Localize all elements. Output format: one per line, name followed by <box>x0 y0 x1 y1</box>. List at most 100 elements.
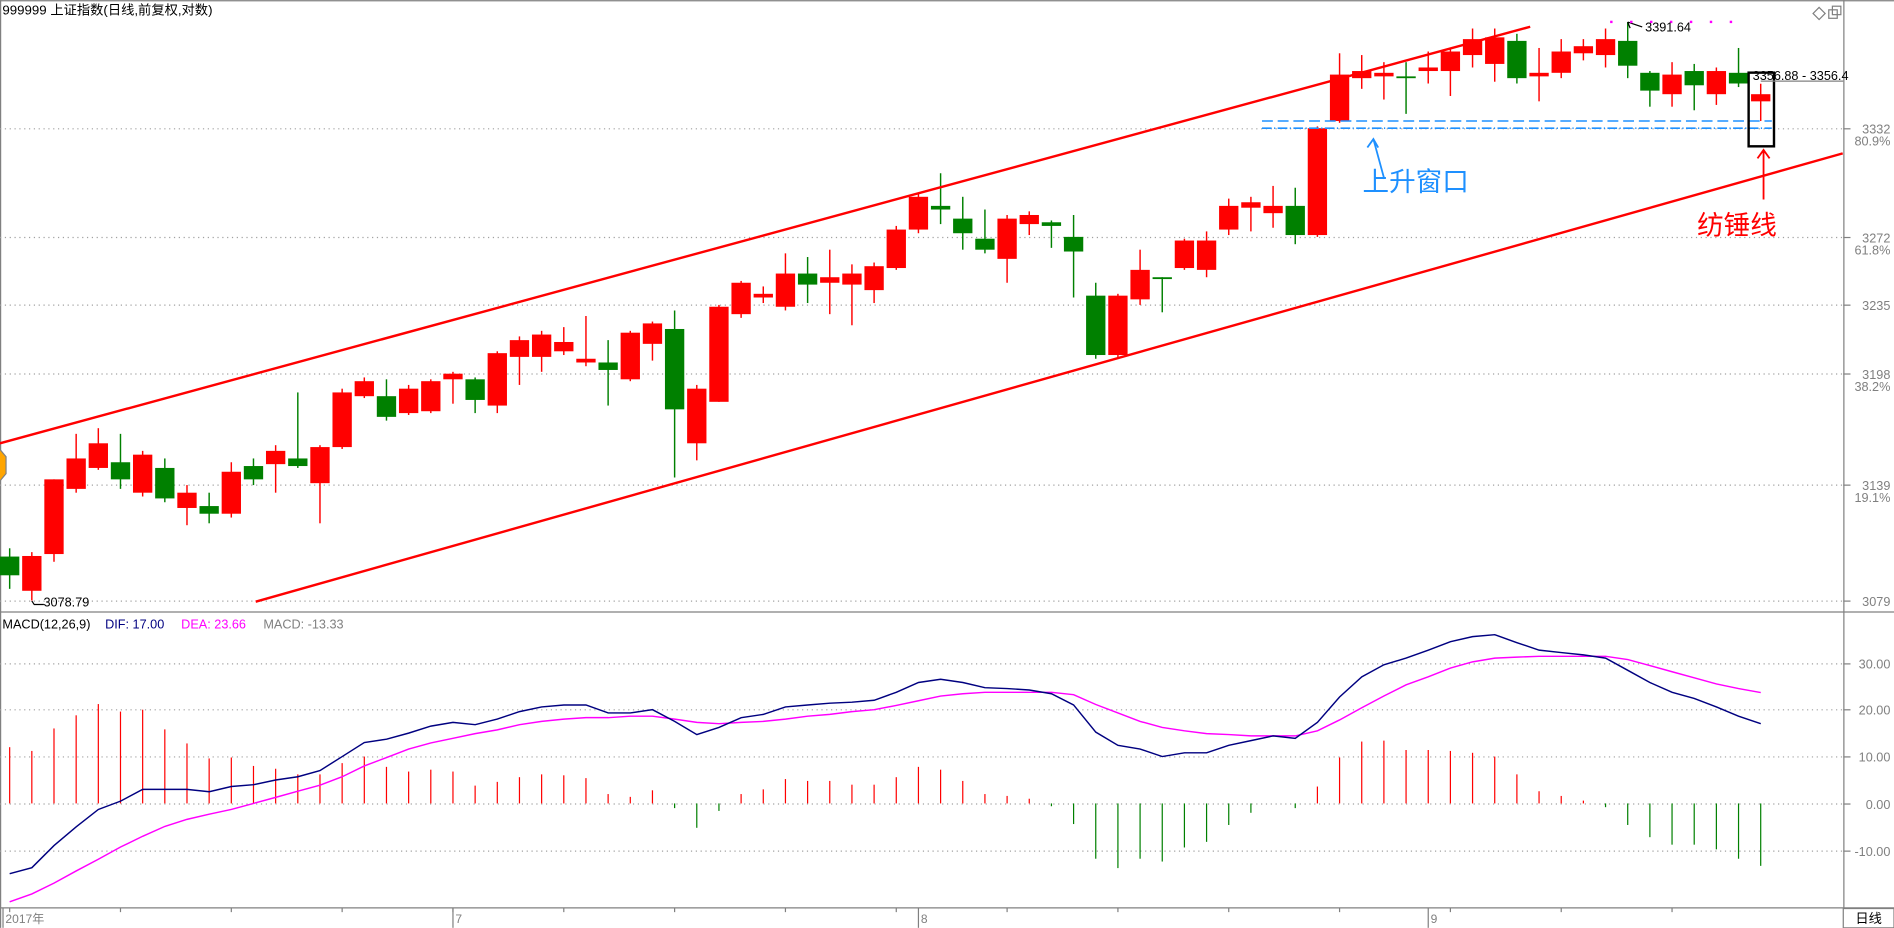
candle[interactable] <box>531 330 552 372</box>
candle[interactable] <box>487 351 507 414</box>
candle[interactable] <box>1507 33 1527 84</box>
candle[interactable] <box>975 209 995 254</box>
fib-percent-label: 61.8% <box>1854 243 1890 257</box>
candle-body <box>642 323 663 344</box>
candle[interactable] <box>398 384 419 415</box>
candle[interactable] <box>22 552 42 601</box>
candle[interactable] <box>288 392 308 468</box>
candle[interactable] <box>598 340 618 406</box>
candle-body <box>177 492 197 508</box>
diamond-icon[interactable] <box>1812 6 1827 21</box>
candle[interactable] <box>1684 63 1704 111</box>
price-tick-label: 3198 <box>1862 368 1890 382</box>
candle[interactable] <box>1706 67 1727 105</box>
candle-body <box>509 340 530 357</box>
candle[interactable] <box>1440 47 1461 96</box>
candle[interactable] <box>1196 231 1217 278</box>
candle[interactable] <box>332 388 352 449</box>
candle[interactable] <box>421 379 441 414</box>
candle[interactable] <box>265 445 286 493</box>
candle[interactable] <box>1219 198 1239 236</box>
candle-body <box>88 443 108 468</box>
candle[interactable] <box>376 379 397 421</box>
candle[interactable] <box>1019 211 1039 236</box>
candle[interactable] <box>199 492 219 524</box>
candle[interactable] <box>1640 71 1660 107</box>
candle[interactable] <box>1418 51 1438 84</box>
candle[interactable] <box>1063 214 1084 298</box>
candle[interactable] <box>1595 28 1616 68</box>
candle[interactable] <box>731 280 751 318</box>
candle[interactable] <box>930 173 951 225</box>
price-tick-label: 3235 <box>1862 299 1890 313</box>
period-label: 日线 <box>1855 911 1882 926</box>
candle[interactable] <box>465 377 485 414</box>
candle[interactable] <box>1374 62 1394 100</box>
candle[interactable] <box>1174 238 1195 270</box>
candle-body <box>1507 40 1527 79</box>
candle[interactable] <box>1041 220 1062 248</box>
candle[interactable] <box>554 327 574 356</box>
candle[interactable] <box>886 225 906 270</box>
price-tick-label: 3332 <box>1862 123 1890 137</box>
candle[interactable] <box>1307 126 1328 237</box>
candle[interactable] <box>1152 277 1172 313</box>
candle[interactable] <box>1396 62 1416 114</box>
candle[interactable] <box>1263 185 1283 228</box>
candle[interactable] <box>775 253 796 311</box>
candle[interactable] <box>797 257 818 304</box>
candle[interactable] <box>509 336 530 385</box>
candle[interactable] <box>310 445 330 524</box>
candle[interactable] <box>132 450 153 497</box>
left-scroll-marker-icon[interactable] <box>0 449 7 482</box>
candle[interactable] <box>1751 83 1771 122</box>
candle[interactable] <box>1618 22 1638 79</box>
candle[interactable] <box>110 433 131 489</box>
candle[interactable] <box>1573 39 1594 61</box>
candle[interactable] <box>354 377 374 399</box>
candle[interactable] <box>753 286 773 304</box>
candle[interactable] <box>1329 53 1350 123</box>
candle[interactable] <box>864 262 884 304</box>
candle[interactable] <box>842 264 862 326</box>
candle[interactable] <box>1108 293 1128 359</box>
candle[interactable] <box>243 458 264 486</box>
candle[interactable] <box>709 304 729 402</box>
x-axis-label: 9 <box>1431 912 1438 926</box>
candle[interactable] <box>44 479 64 562</box>
candle[interactable] <box>1130 249 1150 305</box>
candle-body <box>1551 51 1571 73</box>
candle[interactable] <box>443 371 463 404</box>
candle[interactable] <box>66 433 86 493</box>
candle-body <box>842 273 862 285</box>
candle[interactable] <box>221 462 241 518</box>
candle[interactable] <box>642 321 663 361</box>
macd-dif-value: DIF: 17.00 <box>105 617 164 631</box>
candle[interactable] <box>820 249 840 315</box>
candle[interactable] <box>1662 62 1682 107</box>
candle[interactable] <box>1529 47 1549 102</box>
candle-body <box>1352 71 1372 79</box>
candle[interactable] <box>1728 47 1749 88</box>
candle[interactable] <box>908 193 929 234</box>
candle[interactable] <box>88 428 108 470</box>
candle-body <box>1307 128 1328 236</box>
candle[interactable] <box>1086 282 1106 359</box>
candle[interactable] <box>177 485 197 526</box>
candle[interactable] <box>953 196 973 250</box>
candle[interactable] <box>1241 196 1261 232</box>
candle[interactable] <box>0 548 20 589</box>
spindle-line-label: 纺锤线 <box>1697 210 1777 240</box>
candle-body <box>1529 72 1549 77</box>
low-marker-icon <box>31 600 44 606</box>
candle[interactable] <box>576 316 596 367</box>
candle[interactable] <box>687 384 707 461</box>
candle[interactable] <box>664 310 685 478</box>
candle[interactable] <box>1285 187 1305 245</box>
candle[interactable] <box>620 330 640 382</box>
candle[interactable] <box>997 214 1017 283</box>
candle[interactable] <box>1551 39 1571 79</box>
restore-window-icon[interactable] <box>1828 5 1842 19</box>
candle[interactable] <box>155 458 175 503</box>
